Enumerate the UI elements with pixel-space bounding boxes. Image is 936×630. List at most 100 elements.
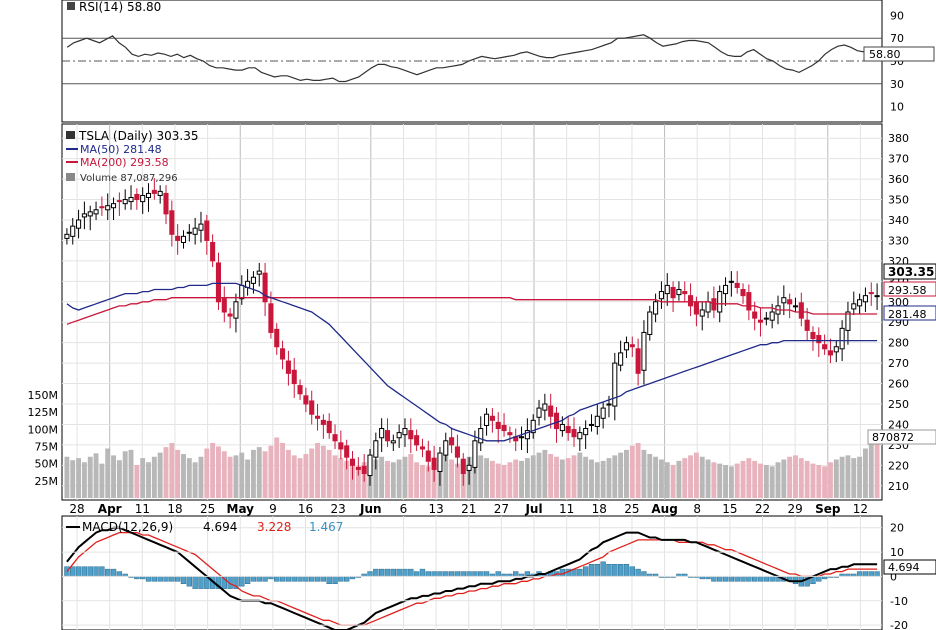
candlestick [792, 297, 799, 312]
candle-body [157, 190, 163, 196]
volume-bar [775, 462, 781, 498]
candle-body [64, 233, 70, 239]
candle-body [524, 430, 530, 440]
candlestick [221, 286, 227, 323]
volume-bar [181, 454, 186, 498]
macd-hist-bar [466, 571, 472, 577]
macd-hist-bar [279, 576, 286, 582]
candlestick [874, 283, 880, 310]
candle-body [647, 311, 653, 335]
rsi-title-icon [67, 2, 75, 10]
candlestick [105, 193, 111, 220]
volume-bar [664, 462, 670, 498]
candle-body [571, 429, 577, 438]
rsi-y-ticks: 9070503010 [890, 9, 904, 113]
candle-body [507, 432, 513, 436]
volume-bar [227, 456, 233, 498]
macd-panel: 20 10 0 -10 -20 MACD(12,26,9) 4.694 3.228 1.… [61, 515, 936, 630]
candle-body [868, 292, 874, 295]
candlestick [664, 273, 670, 306]
candle-body [682, 291, 688, 295]
price-tick-label: 210 [888, 480, 909, 493]
volume-bar [658, 459, 664, 498]
volume-bar [262, 451, 268, 498]
candle-body [140, 194, 146, 203]
macd-legend-name: MACD(12,26,9) [82, 520, 173, 534]
volume-bar [186, 458, 192, 498]
date-tick-label: Jul [524, 502, 542, 516]
volume-bar [624, 449, 629, 498]
candlestick [454, 434, 460, 468]
volume-value-box [867, 429, 936, 445]
ma50-legend-swatch [66, 148, 78, 150]
volume-bar [163, 447, 169, 498]
volume-bar [373, 459, 379, 498]
candle-body [577, 432, 583, 440]
date-tick-label: 22 [755, 502, 770, 516]
volume-tick-label: 25M [35, 475, 59, 488]
candlestick [536, 399, 542, 426]
volume-bar [274, 437, 280, 498]
price-horizontal-grid [62, 137, 882, 487]
volume-tick-label: 150M [28, 389, 59, 402]
macd-hist-bar [151, 576, 158, 582]
candlestick [326, 413, 332, 439]
macd-tick-label: 10 [890, 546, 904, 559]
candle-body [76, 219, 82, 229]
candlestick [478, 416, 484, 452]
candlestick [688, 283, 694, 317]
volume-bar [752, 460, 758, 498]
macd-hist-bar [874, 571, 880, 577]
macd-hist-bar [256, 576, 262, 582]
volume-tick-label: 75M [35, 440, 59, 453]
macd-hist-bar [594, 564, 600, 577]
macd-hist-bar [402, 568, 408, 577]
candlestick [274, 323, 280, 355]
candlestick [431, 445, 437, 482]
macd-hist-bar [163, 576, 169, 582]
candle-body [618, 352, 624, 366]
candle-body [402, 428, 408, 436]
macd-hist-bar [285, 576, 292, 582]
date-x-ticks: 28 Apr 11 18 25 May 9 16 23 Jun 6 13 21 27 Jul 11 18 25 Au… [69, 502, 868, 516]
volume-bar [111, 455, 116, 498]
price-tick-label: 330 [888, 234, 909, 247]
volume-bar [606, 458, 612, 498]
candle-body [717, 291, 723, 313]
volume-bar [239, 452, 245, 498]
candle-body [536, 407, 542, 418]
date-tick-label: 16 [298, 502, 313, 516]
volume-bar [198, 456, 204, 498]
volume-bar [787, 456, 793, 498]
date-tick-label: Jun [359, 502, 382, 516]
candle-body [484, 413, 490, 426]
candlestick [367, 448, 373, 486]
ma50-line [66, 282, 878, 442]
candle-body [262, 272, 268, 303]
candle-body [390, 440, 396, 444]
candlestick [763, 312, 769, 326]
ma50-value-box [883, 305, 936, 321]
candle-body [472, 440, 478, 468]
candle-body [221, 298, 227, 313]
volume-bar [280, 443, 286, 498]
candle-body [414, 435, 420, 446]
candlestick [338, 430, 344, 460]
candle-body [530, 419, 536, 434]
volume-bar [128, 449, 134, 498]
candle-body [250, 276, 256, 284]
price-tick-label: 280 [888, 337, 909, 350]
volume-bar [804, 460, 810, 498]
candle-body [862, 295, 868, 303]
volume-bar [542, 449, 548, 498]
macd-signal-line [66, 531, 878, 626]
candlestick [670, 281, 676, 312]
macd-hist-bar [169, 576, 175, 582]
candlestick [320, 414, 326, 439]
volume-bar [641, 449, 647, 498]
volume-bar [408, 454, 414, 498]
macd-hist-bar [192, 576, 198, 589]
rsi-tick-label: 90 [890, 9, 904, 22]
candlestick [285, 350, 291, 386]
candle-body [320, 419, 326, 425]
